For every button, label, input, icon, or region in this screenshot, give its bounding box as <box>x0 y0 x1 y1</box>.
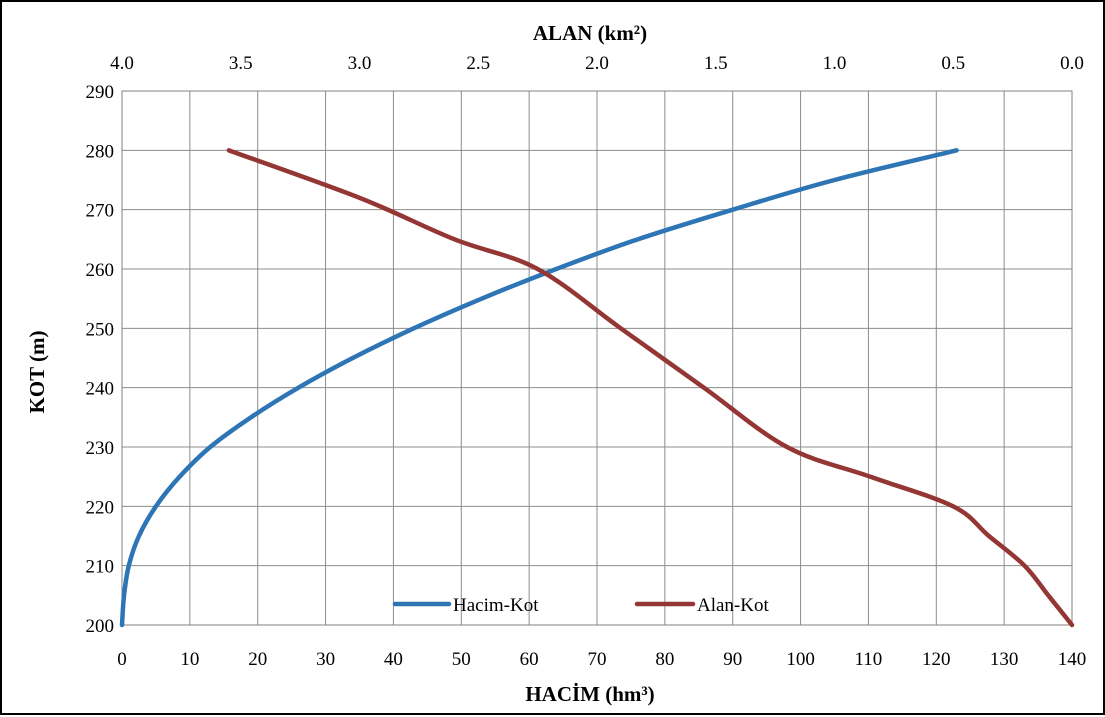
x-top-tick-label: 2.5 <box>466 53 490 74</box>
x-top-axis-ticks: 4.0 3.5 3.0 2.5 2.0 1.5 1.0 0.5 0.0 <box>110 53 1084 74</box>
x-bottom-tick-label: 100 <box>786 649 815 670</box>
x-bottom-tick-label: 30 <box>316 649 335 670</box>
y-tick-label: 220 <box>86 497 115 518</box>
y-tick-label: 260 <box>86 260 115 281</box>
legend: Hacim-Kot Alan-Kot <box>392 595 769 616</box>
y-axis-ticks: 200 210 220 230 240 250 260 270 280 290 <box>86 82 115 637</box>
gridlines <box>121 90 1073 626</box>
x-bottom-tick-label: 120 <box>922 649 951 670</box>
x-bottom-tick-label: 50 <box>452 649 471 670</box>
y-axis-title: KOT (m) <box>25 330 49 413</box>
x-bottom-tick-label: 40 <box>384 649 403 670</box>
x-top-tick-label: 1.0 <box>823 53 847 74</box>
y-tick-label: 280 <box>86 141 115 162</box>
y-tick-label: 240 <box>86 379 115 400</box>
x-bottom-tick-label: 10 <box>180 649 199 670</box>
x-top-axis-title: ALAN (km²) <box>533 21 647 45</box>
legend-label-alan-kot: Alan-Kot <box>697 595 769 616</box>
x-top-tick-label: 1.5 <box>704 53 728 74</box>
y-tick-label: 210 <box>86 557 115 578</box>
x-bottom-tick-label: 0 <box>117 649 127 670</box>
x-top-tick-label: 0.0 <box>1060 53 1084 74</box>
x-bottom-tick-label: 20 <box>248 649 267 670</box>
x-top-tick-label: 3.0 <box>348 53 372 74</box>
y-tick-label: 270 <box>86 201 115 222</box>
x-bottom-tick-label: 130 <box>990 649 1019 670</box>
legend-label-hacim-kot: Hacim-Kot <box>453 595 539 616</box>
x-bottom-tick-label: 90 <box>723 649 742 670</box>
x-bottom-tick-label: 60 <box>520 649 539 670</box>
x-top-tick-label: 2.0 <box>585 53 609 74</box>
x-top-tick-label: 4.0 <box>110 53 134 74</box>
x-bottom-tick-label: 70 <box>588 649 607 670</box>
x-top-tick-label: 3.5 <box>229 53 253 74</box>
y-tick-label: 290 <box>86 82 115 103</box>
y-tick-label: 230 <box>86 438 115 459</box>
y-tick-label: 250 <box>86 319 115 340</box>
y-tick-label: 200 <box>86 616 115 637</box>
series-group <box>119 148 1075 628</box>
x-bottom-axis-title: HACİM (hm³) <box>525 682 654 706</box>
series-line-hacim-kot <box>119 148 959 628</box>
x-bottom-tick-label: 140 <box>1058 649 1087 670</box>
x-bottom-axis-ticks: 0 10 20 30 40 50 60 70 80 90 100 110 120 130 140 <box>117 649 1086 670</box>
x-bottom-tick-label: 80 <box>655 649 674 670</box>
plot-area-border <box>121 90 1073 626</box>
x-bottom-tick-label: 110 <box>855 649 883 670</box>
series-line-alan-kot <box>226 148 1075 628</box>
x-top-tick-label: 0.5 <box>941 53 965 74</box>
